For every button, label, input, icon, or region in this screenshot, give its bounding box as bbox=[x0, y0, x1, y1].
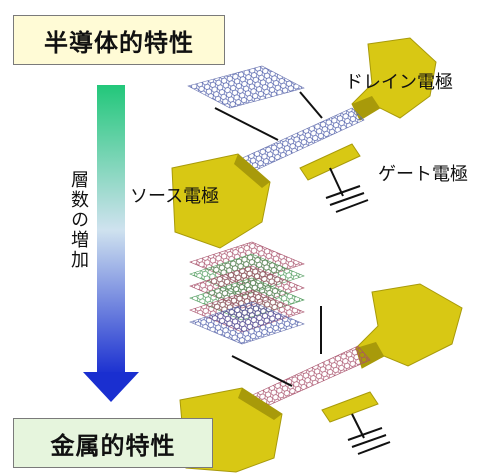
ground-symbol-icon bbox=[347, 413, 391, 455]
metallic-title: 金属的特性 bbox=[13, 418, 213, 468]
drain-electrode-bottom bbox=[355, 283, 463, 369]
source-electrode-label: ソース電極 bbox=[130, 186, 220, 207]
ground-symbol-icon bbox=[325, 167, 369, 213]
layer-increase-arrow bbox=[83, 85, 139, 402]
gate-electrode-top bbox=[299, 143, 361, 181]
graphene-stack-icon bbox=[189, 241, 305, 345]
graphene-sheet-icon bbox=[187, 65, 305, 109]
semiconductor-title: 半導体的特性 bbox=[13, 15, 225, 65]
bottom-device bbox=[179, 241, 463, 473]
layer-increase-label: 層数の増加 bbox=[68, 170, 89, 270]
gate-electrode-bottom bbox=[321, 391, 379, 423]
drain-electrode-label: ドレイン電極 bbox=[345, 72, 453, 93]
gate-electrode-label: ゲート電極 bbox=[378, 164, 468, 185]
top-device bbox=[171, 37, 437, 249]
